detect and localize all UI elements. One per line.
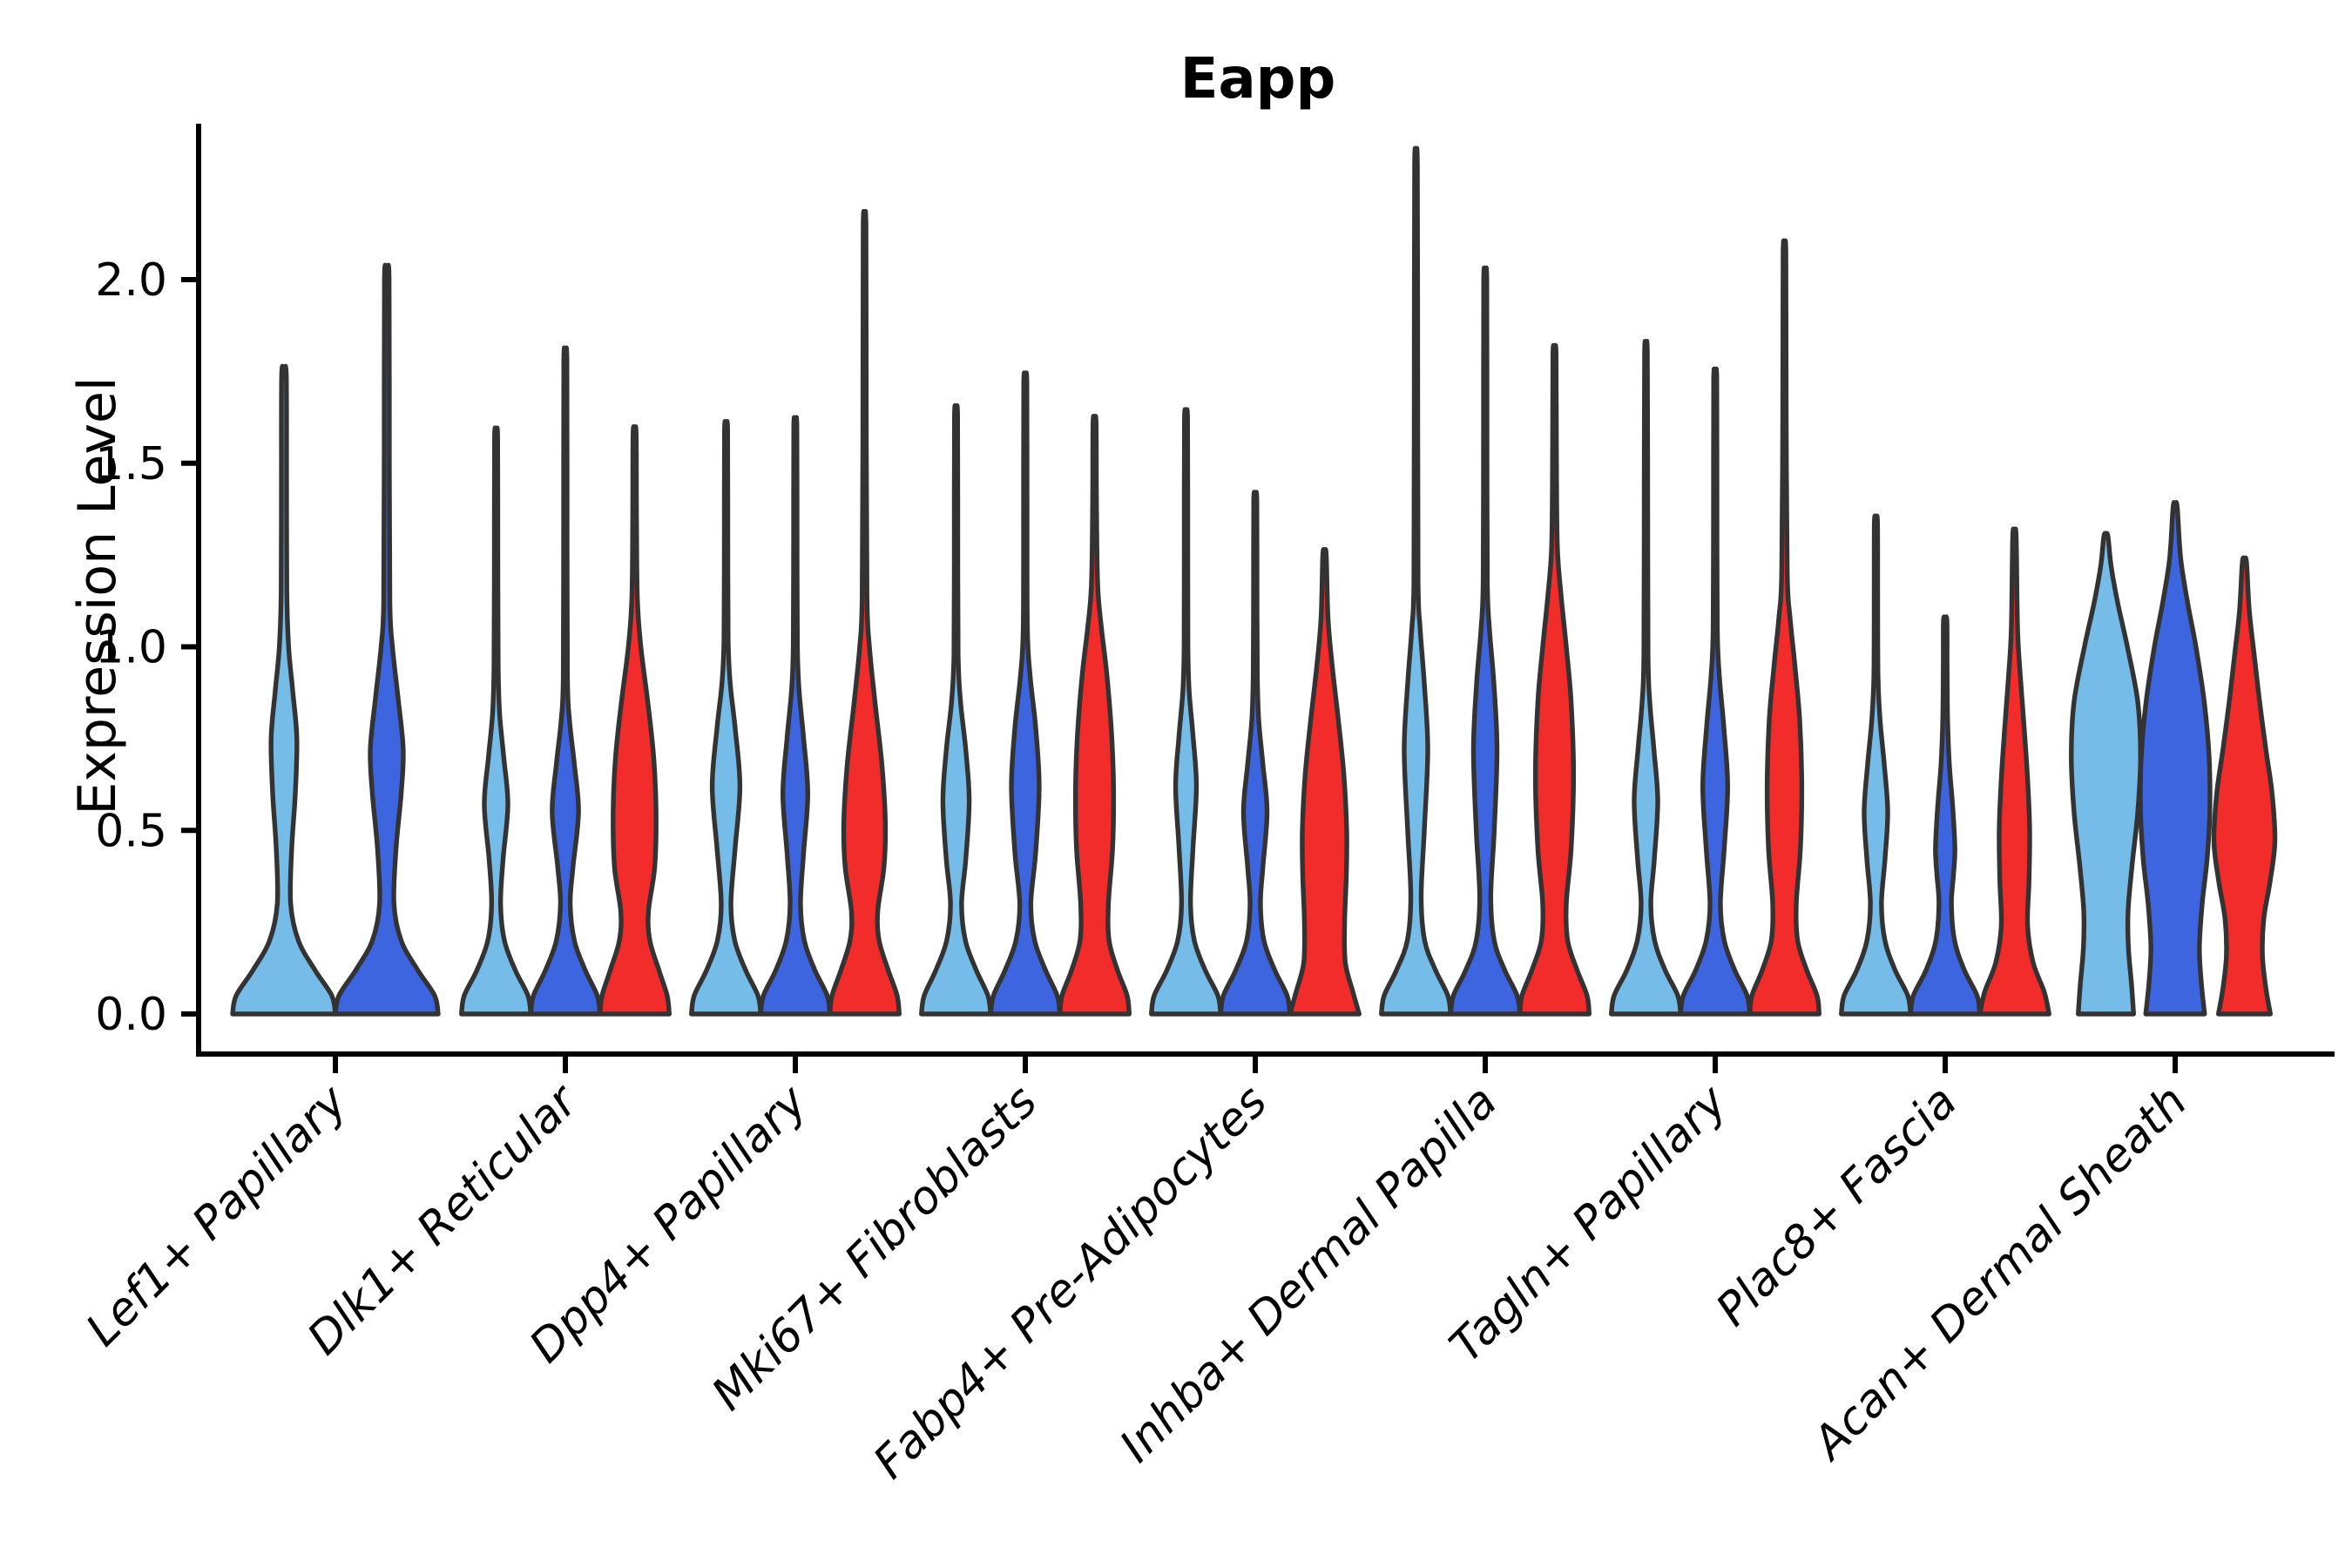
violin-shape <box>1517 342 1592 1017</box>
violin-series <box>230 145 2278 1017</box>
violin-shape <box>1678 366 1753 1017</box>
y-tick-label: 1.5 <box>95 438 167 490</box>
violin-shape <box>988 370 1063 1017</box>
violin-shape <box>1379 145 1453 1017</box>
y-tick-label: 1.0 <box>95 622 167 674</box>
violin-shape <box>919 402 993 1017</box>
violin-shape <box>1908 614 1983 1017</box>
violin-shape <box>2069 531 2143 1017</box>
violin-shape <box>1149 407 1223 1017</box>
x-tick-label: Inhba+ Dermal Papilla <box>1110 1076 1507 1473</box>
violin-shape <box>1058 414 1132 1017</box>
violin-shape <box>598 424 672 1017</box>
violin-shape <box>1609 339 1683 1017</box>
violin-shape <box>1218 490 1293 1017</box>
violin-shape <box>459 425 533 1017</box>
violin-shape <box>1288 547 1362 1017</box>
violin-shape <box>828 209 902 1017</box>
y-axis-label: Expression Level <box>67 376 128 814</box>
chart-title: Eapp <box>1180 47 1336 112</box>
y-tick-label: 2.0 <box>95 254 167 307</box>
violin-shape <box>1977 526 2051 1017</box>
x-tick-label: Fabp4+ Pre-Adipocytes <box>864 1076 1278 1490</box>
y-axis-ticks: 0.0 0.5 1.0 1.5 2.0 <box>95 254 199 1041</box>
violin-shape <box>689 418 763 1017</box>
violin-shape <box>2211 555 2278 1017</box>
violin-shape <box>758 415 833 1017</box>
violin-shape <box>1747 238 1821 1017</box>
x-tick-label: Acan+ Dermal Sheath <box>1801 1076 2197 1471</box>
violin-shape <box>333 262 441 1017</box>
violin-shape <box>528 345 603 1017</box>
y-tick-label: 0.5 <box>95 805 167 857</box>
violin-shape <box>1448 265 1523 1017</box>
violin-shape <box>1839 513 1913 1017</box>
violin-shape <box>230 363 338 1017</box>
y-tick-label: 0.0 <box>95 989 167 1041</box>
violin-shape <box>2138 500 2213 1017</box>
x-tick-label: Plac8+ Fascia <box>1707 1076 1967 1336</box>
